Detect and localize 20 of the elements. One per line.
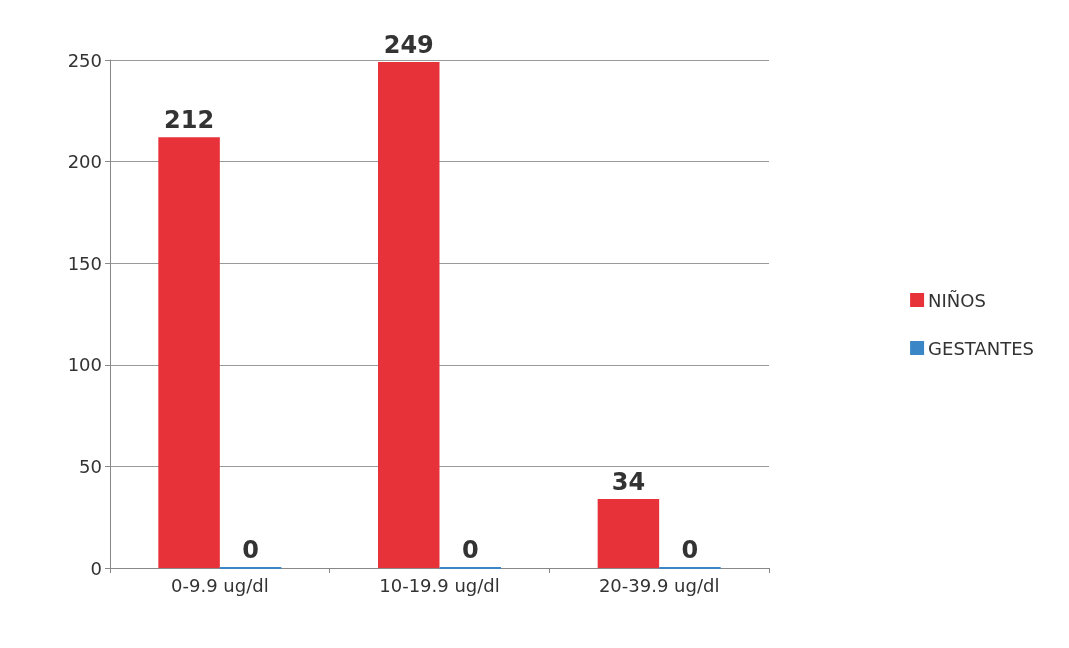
legend-label: GESTANTES: [928, 337, 1034, 359]
data-label: 249: [383, 31, 434, 60]
bar: [597, 498, 660, 568]
bar: [158, 137, 220, 568]
data-label: 0: [461, 536, 479, 564]
x-tick-label: 10-19.9 ug/dl: [379, 574, 500, 596]
data-label: 212: [164, 106, 215, 135]
y-tick-label: 50: [79, 455, 102, 477]
x-tick-label: 20-39.9 ug/dl: [598, 574, 720, 596]
y-tick-label: 250: [67, 49, 102, 71]
y-tick-label: 100: [67, 354, 102, 376]
data-label: 0: [681, 536, 699, 564]
legend-label: NIÑOS: [928, 289, 986, 311]
y-tick-label: 150: [67, 252, 102, 274]
bar: [377, 62, 440, 568]
data-label: 0: [242, 536, 259, 564]
data-label: 34: [611, 467, 646, 496]
y-tick-label: 200: [67, 151, 102, 173]
y-tick-label: 0: [90, 557, 102, 579]
x-tick-label: 0-9.9 ug/dl: [171, 574, 269, 596]
